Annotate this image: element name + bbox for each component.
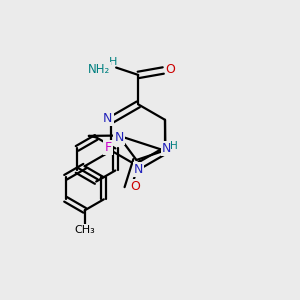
Text: N: N — [134, 163, 143, 176]
Text: N: N — [115, 130, 124, 143]
Text: H: H — [170, 142, 178, 152]
Text: CH₃: CH₃ — [74, 225, 95, 235]
Text: O: O — [130, 180, 140, 193]
Text: O: O — [166, 63, 176, 76]
Text: N: N — [103, 112, 112, 125]
Text: H: H — [109, 57, 117, 67]
Text: NH₂: NH₂ — [87, 62, 110, 76]
Text: N: N — [161, 142, 171, 155]
Text: F: F — [104, 141, 112, 154]
